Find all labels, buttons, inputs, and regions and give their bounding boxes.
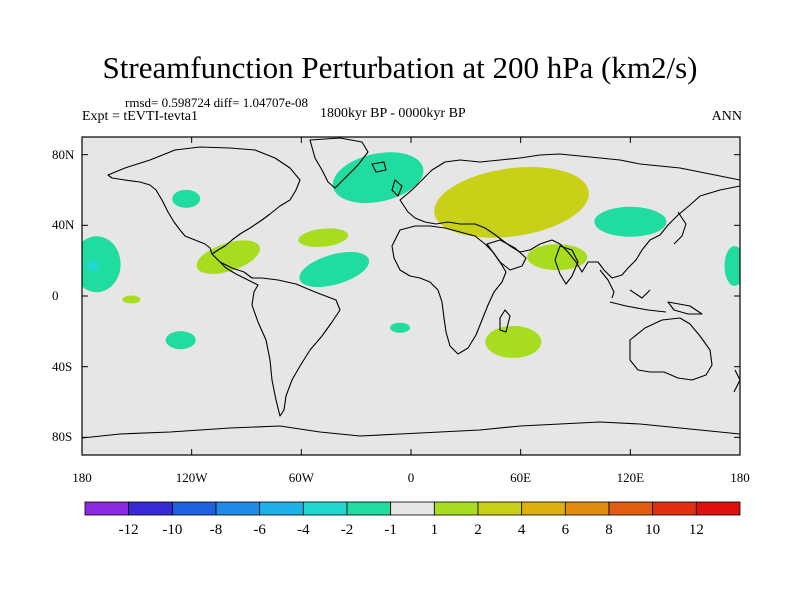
colorbar-label: -12 [118,522,139,538]
colorbar-swatch [259,501,304,516]
x-tick-label: 120E [616,470,645,485]
anomaly-pacific-west-neg [82,236,121,293]
y-tick-label: 80N [52,146,75,162]
borneo-coast [629,289,651,299]
colorbar-swatch [521,501,566,516]
anomaly-s-atlantic-neg [390,322,411,333]
y-tick-label: 80S [52,429,73,445]
colorbar-swatch [171,501,217,516]
india-coast [554,245,579,285]
japan-coast [673,211,687,245]
colorbar-swatch [477,501,523,516]
anomaly-east-asia-neg [594,206,667,237]
colorbar-label: -6 [253,522,266,538]
colorbar-label: 12 [688,522,704,538]
y-tick-label: 40N [52,217,75,233]
australia-coast [629,317,713,381]
africa-coast [391,225,507,355]
colorbar-label: -2 [340,522,354,538]
arabia-coast [486,239,527,271]
new-zealand-coast [733,369,740,393]
coastlines [82,137,740,439]
colorbar-label: -10 [162,522,183,538]
colorbar-label: 2 [474,522,482,538]
colorbar-label: 1 [430,522,439,538]
greenland-coast [309,137,369,189]
colorbar-swatch [215,501,261,516]
colorbar-swatch [695,501,741,516]
iceland-coast [371,161,387,173]
north-america-coast [107,146,301,255]
x-tick-label: 180 [72,470,92,485]
anomaly-mexico-pos [196,240,260,274]
anomaly-pacific-east-neg [724,245,740,286]
colorbar-label: -1 [384,522,397,538]
x-tick-label: 120W [175,470,208,485]
colorbar-label: -8 [209,522,223,538]
anomaly-indian-ocean-pos [485,325,542,358]
anomaly-eurasia-core [526,187,571,208]
colorbar-swatch [84,501,130,516]
new-guinea-coast [667,301,703,315]
madagascar-coast [499,309,511,333]
anomaly-atlantic-pos [298,228,349,248]
season-label: ANN [711,109,742,124]
y-tick-label: 40S [52,358,73,374]
x-tick-label: 0 [407,470,415,485]
antarctica-coast [82,421,740,439]
colorbar-label: 6 [561,522,570,538]
colorbar-swatch [608,501,654,516]
colorbar-swatch [564,501,610,516]
colorbar-swatch [390,501,435,516]
map-background [82,137,740,455]
colorbar-label: -4 [297,522,310,538]
anomaly-atlantic-neg [299,251,370,288]
experiment-label: Expt = tEVTI-tevta1 [82,109,198,124]
colorbar-label: 10 [645,522,661,538]
indonesia-coast [609,301,667,313]
uk-coast [391,179,403,197]
anomaly-n-america-neg [172,189,201,208]
colorbar-swatch [302,501,348,516]
x-tick-label: 60E [510,470,532,485]
colorbar-swatch [433,501,479,516]
colorbar-swatch [346,501,392,516]
anomaly-pacific-west-core [86,260,99,271]
eurasia-coast [399,153,740,279]
colorbar-label: 4 [517,522,526,538]
colorbar-swatch [128,501,173,516]
colorbar-label: 8 [605,522,613,538]
stats-text: rmsd= 0.598724 diff= 1.04707e-08 [125,95,309,110]
colorbar-swatch [652,501,697,516]
anomaly-tropical-pos [122,295,141,304]
x-tick-label: 60W [288,470,314,485]
y-tick-label: 0 [52,288,59,303]
anomaly-eurasia-pos [434,166,589,238]
period-label: 1800kyr BP - 0000kyr BP [320,106,466,121]
se-asia-coast [599,269,615,299]
south-america-coast [211,253,341,417]
x-tick-label: 180 [730,470,750,485]
anomaly-s-pacific-neg [165,331,196,350]
chart-title: Streamfunction Perturbation at 200 hPa (… [102,50,698,85]
